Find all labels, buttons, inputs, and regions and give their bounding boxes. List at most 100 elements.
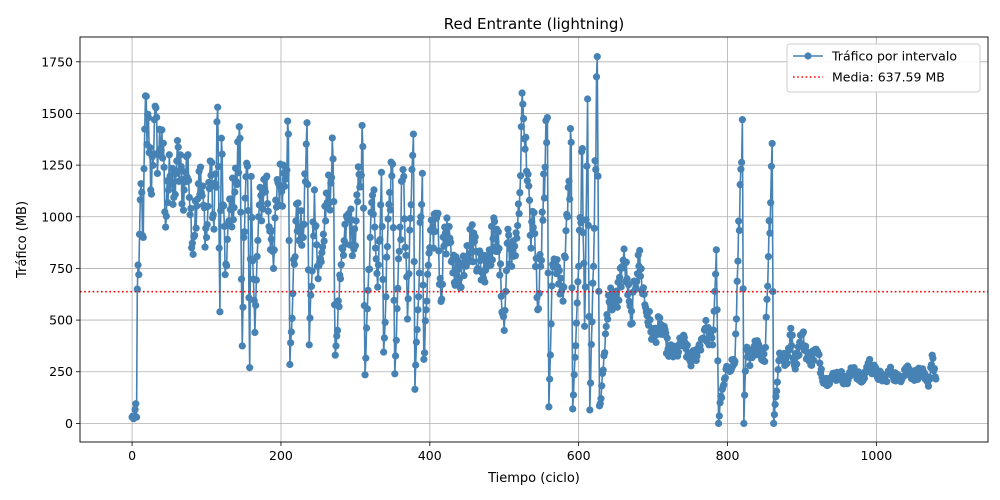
data-point <box>272 196 280 204</box>
data-point <box>386 206 394 214</box>
data-point <box>436 274 444 282</box>
data-point <box>230 203 238 212</box>
data-point <box>209 210 217 219</box>
data-point <box>500 326 508 335</box>
data-point <box>680 333 688 341</box>
data-point <box>445 222 453 231</box>
data-point <box>411 385 419 393</box>
data-point <box>174 143 182 151</box>
data-point <box>198 192 206 200</box>
data-point <box>431 227 439 236</box>
data-point <box>215 244 223 252</box>
data-point <box>142 92 150 100</box>
data-point <box>237 208 245 216</box>
data-point <box>434 209 442 217</box>
data-point <box>636 246 644 255</box>
data-point <box>331 351 339 359</box>
data-point <box>524 170 532 178</box>
data-point <box>253 252 261 261</box>
data-point <box>137 180 145 188</box>
data-point <box>164 186 173 194</box>
data-point <box>586 379 595 387</box>
data-point <box>544 269 552 277</box>
data-point <box>179 206 188 214</box>
data-point <box>401 243 409 251</box>
data-point <box>866 355 874 364</box>
data-point <box>639 284 648 292</box>
x-tick-label: 1000 <box>860 448 892 463</box>
data-point <box>308 267 316 275</box>
data-point <box>310 186 319 194</box>
data-point <box>799 328 808 336</box>
data-point <box>258 217 266 225</box>
data-point <box>761 357 769 366</box>
data-point <box>732 315 741 323</box>
data-point <box>489 234 497 243</box>
data-point <box>238 342 246 350</box>
data-point <box>351 242 359 250</box>
data-point <box>443 214 451 222</box>
data-point <box>251 328 259 337</box>
data-point <box>613 303 621 311</box>
data-point <box>395 247 403 255</box>
data-point <box>765 217 773 225</box>
data-point <box>590 224 598 232</box>
data-point <box>512 229 520 237</box>
data-point <box>585 312 593 321</box>
data-point <box>409 130 418 138</box>
data-point <box>572 319 581 327</box>
data-point <box>291 253 299 261</box>
data-point <box>632 283 640 292</box>
data-point <box>442 250 450 258</box>
data-point <box>496 260 505 268</box>
data-point <box>615 273 624 281</box>
data-point <box>583 162 591 170</box>
data-point <box>294 199 302 207</box>
data-point <box>592 73 601 81</box>
data-point <box>165 151 173 159</box>
data-point <box>932 375 940 383</box>
data-point <box>264 207 272 215</box>
y-tick-label: 250 <box>49 364 73 379</box>
data-point <box>773 387 781 395</box>
data-point <box>435 247 443 255</box>
data-point <box>383 243 391 251</box>
data-point <box>513 234 521 242</box>
data-point <box>656 314 664 322</box>
data-point <box>423 270 432 278</box>
data-point <box>741 367 749 375</box>
data-point <box>735 226 744 235</box>
data-point <box>157 146 165 154</box>
data-point <box>329 155 337 163</box>
data-point <box>633 277 641 286</box>
data-point <box>356 183 365 191</box>
data-point <box>348 252 356 260</box>
data-point <box>383 253 391 261</box>
data-point <box>774 365 782 374</box>
y-tick-label: 0 <box>65 416 73 431</box>
data-point <box>607 284 615 292</box>
x-tick-label: 800 <box>716 448 740 463</box>
data-point <box>169 200 177 208</box>
data-point <box>327 173 336 182</box>
data-point <box>543 138 551 147</box>
data-point <box>384 215 392 223</box>
data-point <box>184 151 192 159</box>
data-point <box>737 165 745 173</box>
data-point <box>236 134 244 142</box>
data-point <box>377 201 385 209</box>
data-point <box>139 233 147 242</box>
data-point <box>622 258 630 266</box>
data-point <box>314 275 322 283</box>
data-point <box>534 305 543 313</box>
data-point <box>301 170 309 178</box>
data-point <box>237 275 246 283</box>
y-axis-label: Tráfico (MB) <box>15 201 30 279</box>
data-point <box>538 208 546 216</box>
data-point <box>547 320 555 328</box>
data-point <box>438 280 447 288</box>
data-point <box>586 406 594 414</box>
data-point <box>508 262 516 270</box>
data-point <box>374 283 382 291</box>
data-point <box>569 405 577 413</box>
